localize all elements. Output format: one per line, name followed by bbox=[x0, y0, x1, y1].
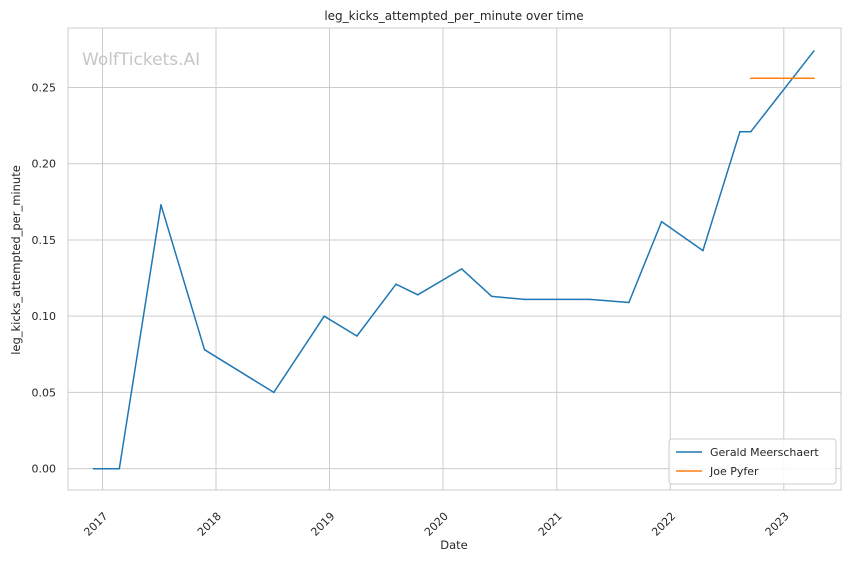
x-tick-label: 2023 bbox=[763, 510, 792, 539]
data-point-gerald-meerschaert bbox=[92, 467, 95, 470]
x-tick-label: 2018 bbox=[195, 510, 224, 539]
y-tick-label: 0.15 bbox=[32, 234, 57, 247]
series-lines bbox=[92, 50, 815, 470]
data-point-gerald-meerschaert bbox=[118, 467, 121, 470]
data-point-gerald-meerschaert bbox=[273, 391, 275, 394]
data-point-gerald-meerschaert bbox=[417, 294, 419, 296]
x-tick-label: 2021 bbox=[536, 510, 565, 539]
plot-area bbox=[67, 27, 842, 491]
data-point-gerald-meerschaert bbox=[356, 335, 358, 337]
data-point-gerald-meerschaert bbox=[588, 298, 591, 301]
y-tick-label: 0.10 bbox=[32, 310, 57, 323]
data-point-gerald-meerschaert bbox=[460, 268, 463, 270]
x-tick-label: 2017 bbox=[81, 510, 110, 539]
x-axis-label: Date bbox=[440, 538, 468, 552]
data-point-gerald-meerschaert bbox=[660, 220, 663, 223]
data-point-joe-pyfer bbox=[813, 77, 815, 80]
data-point-gerald-meerschaert bbox=[813, 50, 815, 52]
y-tick-label: 0.25 bbox=[32, 81, 57, 94]
legend: Gerald Meerschaert Joe Pyfer bbox=[668, 438, 837, 485]
watermark: WolfTickets.AI bbox=[82, 50, 200, 70]
data-point-gerald-meerschaert bbox=[739, 130, 741, 133]
x-tick-label: 2020 bbox=[422, 510, 451, 539]
y-tick-label: 0.05 bbox=[32, 386, 57, 399]
data-point-gerald-meerschaert bbox=[203, 348, 206, 351]
chart-title: leg_kicks_attempted_per_minute over time bbox=[324, 9, 583, 23]
y-tick-label: 0.20 bbox=[32, 158, 57, 171]
x-ticks: 2017 2018 2019 2020 2021 2022 2023 bbox=[81, 510, 791, 539]
data-point-gerald-meerschaert bbox=[523, 298, 526, 301]
data-point-gerald-meerschaert bbox=[491, 295, 493, 298]
legend-box bbox=[668, 438, 837, 485]
data-point-joe-pyfer bbox=[750, 77, 752, 80]
data-point-gerald-meerschaert bbox=[160, 204, 162, 206]
x-tick-label: 2022 bbox=[649, 510, 678, 539]
y-axis-label: leg_kicks_attempted_per_minute bbox=[9, 165, 23, 355]
y-tick-label: 0.00 bbox=[32, 463, 57, 476]
data-point-gerald-meerschaert bbox=[395, 283, 397, 285]
data-point-gerald-meerschaert bbox=[323, 315, 326, 317]
data-point-gerald-meerschaert bbox=[750, 130, 752, 133]
x-tick-label: 2019 bbox=[308, 510, 337, 539]
legend-label-gerald-meerschaert: Gerald Meerschaert bbox=[710, 446, 819, 459]
legend-label-joe-pyfer: Joe Pyfer bbox=[709, 465, 759, 478]
data-point-gerald-meerschaert bbox=[702, 249, 704, 252]
y-ticks: 0.00 0.05 0.10 0.15 0.20 0.25 bbox=[32, 81, 57, 475]
data-point-gerald-meerschaert bbox=[628, 301, 630, 304]
grid bbox=[68, 28, 841, 490]
